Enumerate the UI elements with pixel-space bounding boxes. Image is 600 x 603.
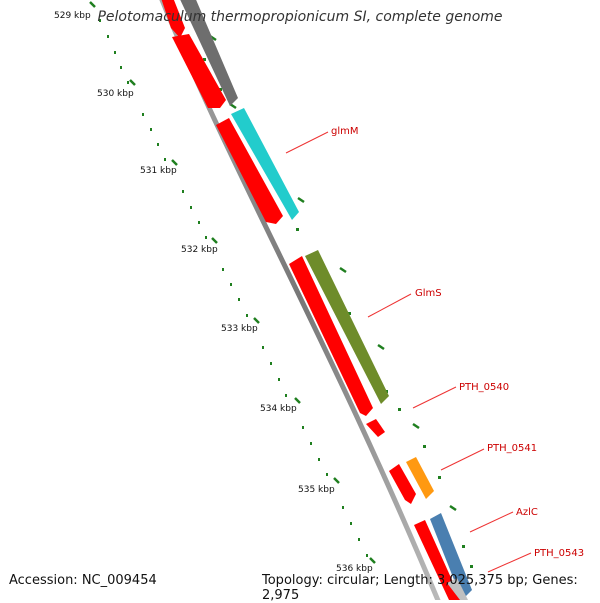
gene-PTH_0543 — [447, 578, 468, 600]
accession-text: Accession: NC_009454 — [9, 573, 157, 588]
cds-track — [161, 0, 461, 600]
map-title: Pelotomaculum thermopropionicum SI, comp… — [97, 9, 503, 25]
genome-summary-text: Topology: circular; Length: 3,025,375 bp… — [262, 573, 578, 603]
cds-feature — [172, 34, 226, 108]
gene-PTH_0541 — [406, 457, 434, 499]
tick-label-534: 534 kbp — [260, 404, 297, 414]
leader-glmM — [285, 131, 329, 154]
tick-label-529: 529 kbp — [54, 11, 91, 21]
leader-AzlC — [469, 511, 514, 533]
cds-feature — [161, 0, 185, 38]
leader-PTH_0541 — [440, 448, 485, 471]
gene-label-PTH_0541: PTH_0541 — [487, 443, 537, 454]
cds-feature — [414, 520, 461, 600]
cds-feature — [366, 419, 385, 437]
leader-PTH_0543 — [487, 552, 532, 573]
gene-label-PTH_0543: PTH_0543 — [534, 548, 584, 559]
cds-feature — [289, 256, 373, 416]
gene-label-GlmS: GlmS — [415, 288, 442, 299]
gene-label-glmM: glmM — [331, 126, 359, 137]
tick-label-531: 531 kbp — [140, 166, 177, 176]
gene-AzlC — [430, 513, 472, 600]
tick-label-536: 536 kbp — [336, 564, 373, 574]
cds-feature — [389, 464, 416, 504]
leader-PTH_0540 — [412, 386, 457, 409]
gene-label-AzlC: AzlC — [516, 507, 538, 518]
cds-feature — [216, 118, 283, 224]
tick-label-532: 532 kbp — [181, 245, 218, 255]
tick-label-530: 530 kbp — [97, 89, 134, 99]
gene-GlmS — [305, 250, 389, 404]
leader-GlmS — [367, 293, 412, 318]
inner-major-ticks — [89, 1, 376, 564]
gene-label-PTH_0540: PTH_0540 — [459, 382, 509, 393]
outer-major-ticks — [209, 34, 457, 512]
tick-label-535: 535 kbp — [298, 485, 335, 495]
gene-glmM — [231, 108, 299, 220]
gene-unnamed-grey — [180, 0, 238, 106]
inner-minor-ticks — [99, 19, 368, 557]
tick-label-533: 533 kbp — [221, 324, 258, 334]
